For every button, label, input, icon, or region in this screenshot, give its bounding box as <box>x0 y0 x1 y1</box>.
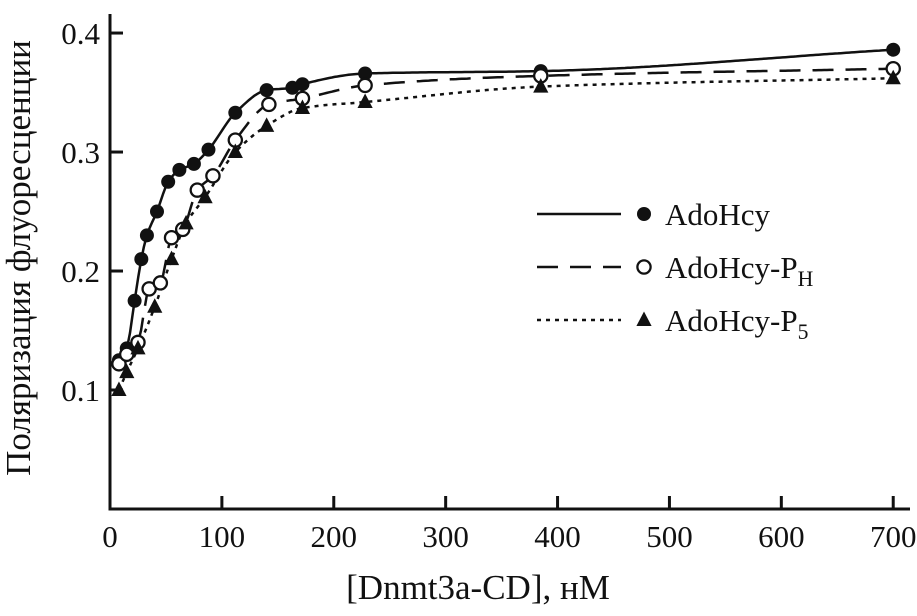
x-tick-label: 400 <box>534 519 581 554</box>
data-point-adohcy <box>201 142 216 157</box>
series-curve-adohcy-ph <box>118 67 894 365</box>
data-point-adohcy <box>134 252 149 267</box>
x-tick-label: 500 <box>646 519 693 554</box>
data-point-adohcy-ph <box>163 229 180 246</box>
data-point-adohcy-ph <box>205 168 221 184</box>
data-point-adohcy-p5 <box>147 298 163 313</box>
data-point-adohcy <box>228 105 243 120</box>
x-tick-label: 100 <box>199 519 246 554</box>
legend-marker-adohcy <box>637 207 651 221</box>
data-point-adohcy-ph <box>152 275 169 291</box>
legend-label-adohcy: AdoHcy <box>665 197 771 232</box>
x-tick-label: 0 <box>102 519 118 554</box>
series-curve-adohcy <box>117 48 894 362</box>
legend-label-adohcy-p5: AdoHcy-P5 <box>665 303 808 344</box>
data-point-adohcy <box>886 42 901 57</box>
data-point-adohcy <box>127 293 142 308</box>
data-point-adohcy-p5 <box>885 69 901 85</box>
y-tick-label: 0.3 <box>61 135 100 170</box>
data-point-adohcy-p5 <box>111 381 127 397</box>
data-point-adohcy-ph <box>189 182 206 198</box>
data-point-adohcy-p5 <box>357 93 373 109</box>
x-tick-label: 700 <box>870 519 917 554</box>
legend-marker-adohcy-p5 <box>636 311 652 326</box>
data-point-adohcy-p5 <box>119 363 135 379</box>
data-point-adohcy <box>149 204 164 219</box>
series-curve-adohcy-p5 <box>117 77 894 391</box>
x-tick-label: 600 <box>758 519 805 554</box>
data-point-adohcy-p5 <box>533 78 549 93</box>
legend-marker-adohcy-ph <box>636 259 652 275</box>
data-point-adohcy-p5 <box>163 250 180 266</box>
data-point-adohcy-p5 <box>197 188 213 204</box>
data-point-adohcy <box>139 228 154 243</box>
y-tick-label: 0.2 <box>61 254 100 289</box>
data-point-adohcy <box>358 66 373 81</box>
data-point-adohcy <box>172 162 187 177</box>
data-point-adohcy-ph <box>357 77 373 94</box>
data-point-adohcy-ph <box>261 96 277 113</box>
data-point-adohcy <box>186 156 201 171</box>
x-tick-label: 300 <box>422 519 469 554</box>
y-axis-label: Поляризация флуоресценции <box>0 40 38 476</box>
x-axis-label: [Dnmt3a-CD], нМ <box>346 568 610 607</box>
y-tick-label: 0.4 <box>61 16 100 51</box>
y-tick-label: 0.1 <box>61 373 100 408</box>
data-point-adohcy <box>161 174 176 189</box>
data-point-adohcy-p5 <box>294 99 311 115</box>
legend-label-adohcy-ph: AdoHcy-PH <box>665 250 814 291</box>
x-tick-label: 200 <box>311 519 358 554</box>
data-point-adohcy-p5 <box>259 117 275 132</box>
data-point-adohcy <box>259 83 274 98</box>
plot-area: 0 100 200 300 400 500 600 700 0.1 0.2 0.3 0.4 AdoHcy… <box>61 14 916 554</box>
data-point-adohcy-p5 <box>178 214 194 230</box>
data-point-adohcy-p5 <box>227 143 243 159</box>
data-point-adohcy <box>295 77 310 92</box>
data-point-adohcy-p5 <box>130 339 146 355</box>
